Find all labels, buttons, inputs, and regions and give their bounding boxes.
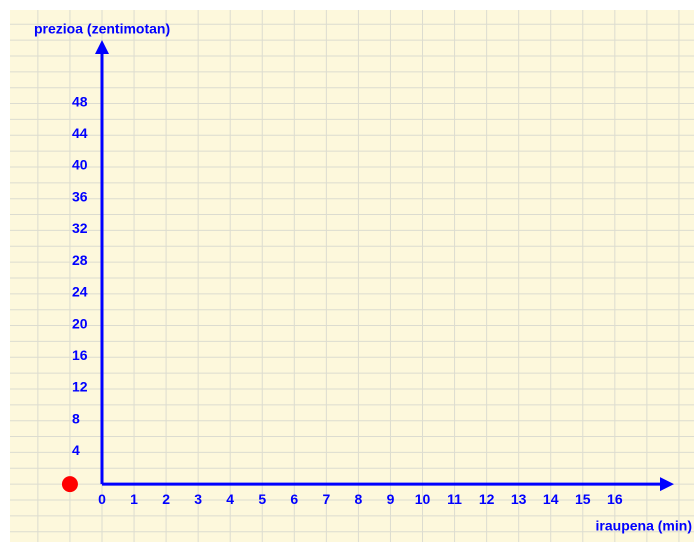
x-tick-label: 16 <box>607 491 623 507</box>
x-tick-label: 3 <box>194 491 202 507</box>
y-tick-label: 16 <box>72 347 88 363</box>
x-tick-label: 10 <box>415 491 431 507</box>
y-axis-arrow <box>94 40 109 54</box>
x-tick-label: 1 <box>130 491 138 507</box>
y-tick-label: 32 <box>72 220 88 236</box>
plot-background <box>10 10 694 542</box>
y-tick-label: 48 <box>72 93 88 109</box>
y-tick-label: 44 <box>72 125 88 141</box>
x-tick-label: 7 <box>322 491 330 507</box>
x-tick-label: 11 <box>447 491 462 507</box>
x-tick-label: 15 <box>575 491 591 507</box>
x-tick-label: 9 <box>387 491 395 507</box>
x-axis-arrow <box>660 477 674 492</box>
y-tick-label: 4 <box>72 442 80 458</box>
y-tick-label: 12 <box>72 379 88 395</box>
y-tick-label: 20 <box>72 315 88 331</box>
x-tick-label: 13 <box>511 491 527 507</box>
x-tick-label: 2 <box>162 491 170 507</box>
y-tick-label: 36 <box>72 188 88 204</box>
x-tick-label: 12 <box>479 491 495 507</box>
y-tick-label: 24 <box>72 284 88 300</box>
point <box>61 476 78 493</box>
y-tick-label: 40 <box>72 157 88 173</box>
x-tick-label: 5 <box>258 491 266 507</box>
y-tick-label: 8 <box>72 410 80 426</box>
x-tick-label: 14 <box>543 491 559 507</box>
chart-title: prezioa (zentimotan) <box>34 21 170 37</box>
x-tick-label: 8 <box>355 491 363 507</box>
x-axis-label: iraupena (min) <box>596 518 692 534</box>
x-tick-label: 4 <box>226 491 234 507</box>
x-tick-label: 6 <box>290 491 298 507</box>
x-tick-label: 0 <box>98 491 106 507</box>
y-tick-label: 28 <box>72 252 88 268</box>
